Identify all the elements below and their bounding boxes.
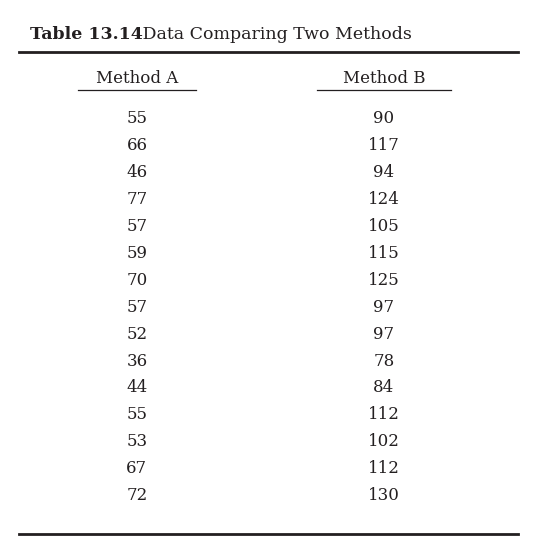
Text: 112: 112 <box>368 406 400 424</box>
Text: 46: 46 <box>126 164 148 181</box>
Text: 105: 105 <box>368 218 400 235</box>
Text: 67: 67 <box>126 460 148 477</box>
Text: 52: 52 <box>126 326 148 343</box>
Text: 117: 117 <box>368 137 400 154</box>
Text: 84: 84 <box>373 379 395 397</box>
Text: 53: 53 <box>126 433 148 450</box>
Text: 44: 44 <box>126 379 148 397</box>
Text: 36: 36 <box>126 353 148 370</box>
Text: 97: 97 <box>373 299 395 316</box>
Text: Data Comparing Two Methods: Data Comparing Two Methods <box>137 26 412 43</box>
Text: 72: 72 <box>126 487 148 504</box>
Text: 115: 115 <box>368 245 400 262</box>
Text: 70: 70 <box>126 272 148 289</box>
Text: Table 13.14: Table 13.14 <box>30 26 142 43</box>
Text: Method A: Method A <box>96 70 178 87</box>
Text: 59: 59 <box>126 245 148 262</box>
Text: 66: 66 <box>126 137 148 154</box>
Text: 55: 55 <box>126 406 148 424</box>
Text: 130: 130 <box>368 487 400 504</box>
Text: 102: 102 <box>368 433 400 450</box>
Text: 125: 125 <box>368 272 400 289</box>
Text: 97: 97 <box>373 326 395 343</box>
Text: 94: 94 <box>373 164 395 181</box>
Text: 78: 78 <box>373 353 395 370</box>
Text: 57: 57 <box>126 218 148 235</box>
Text: 77: 77 <box>126 191 148 208</box>
Text: Method B: Method B <box>343 70 425 87</box>
Text: 112: 112 <box>368 460 400 477</box>
Text: 57: 57 <box>126 299 148 316</box>
Text: 55: 55 <box>126 110 148 127</box>
Text: 124: 124 <box>368 191 400 208</box>
Text: 90: 90 <box>373 110 395 127</box>
